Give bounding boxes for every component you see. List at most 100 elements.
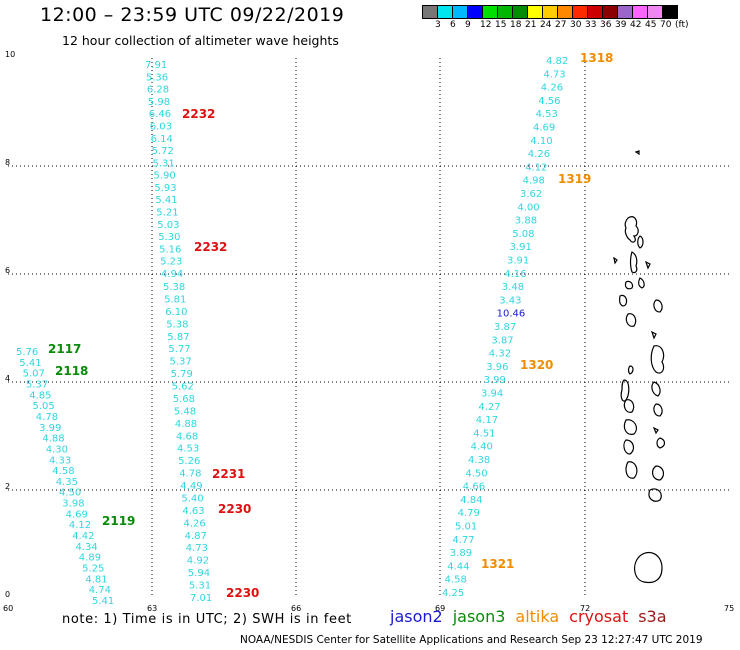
wave-height-value: 4.58 xyxy=(445,575,467,586)
page-subtitle: 12 hour collection of altimeter wave hei… xyxy=(62,33,339,48)
scale-label: 6 xyxy=(450,20,456,30)
wave-height-value: 3.43 xyxy=(499,295,521,306)
legend-entry-cryosat: cryosat xyxy=(569,607,629,626)
island-shape xyxy=(653,403,663,417)
wave-height-value: 4.73 xyxy=(543,69,565,80)
wave-height-value: 5.41 xyxy=(19,358,41,369)
wave-height-value: 4.53 xyxy=(536,109,558,120)
scale-label: (ft) xyxy=(675,20,689,30)
wave-height-value: 4.16 xyxy=(504,269,526,280)
lat-lon-grid xyxy=(8,58,729,598)
scale-label: 21 xyxy=(525,20,537,30)
wave-height-value: 4.27 xyxy=(478,402,500,413)
scale-label: 36 xyxy=(600,20,612,30)
pass-label: 2118 xyxy=(55,364,88,378)
wave-height-value: 10.46 xyxy=(497,309,526,320)
wave-height-value: 4.69 xyxy=(66,509,88,520)
altimeter-tracks: 7.915.366.285.986.466.036.145.725.315.90… xyxy=(16,56,568,607)
wave-height-value: 5.01 xyxy=(455,522,477,533)
legend-entry-jason2: jason2 xyxy=(390,607,443,626)
island-shape xyxy=(638,277,645,289)
wave-height-value: 4.78 xyxy=(179,469,201,480)
pass-label: 2231 xyxy=(212,467,245,481)
island-shape xyxy=(623,419,638,435)
wave-height-value: 5.31 xyxy=(189,581,211,592)
wave-height-value: 7.91 xyxy=(145,60,167,71)
wave-height-value: 6.10 xyxy=(165,307,187,318)
legend-entry-altika: altika xyxy=(515,607,560,626)
wave-height-value: 5.26 xyxy=(178,456,200,467)
wave-height-value: 4.30 xyxy=(46,444,68,455)
pass-label: 2232 xyxy=(194,240,227,254)
island-shape xyxy=(627,365,634,375)
pass-label: 1318 xyxy=(580,51,613,65)
wave-height-value: 4.89 xyxy=(79,553,101,564)
wave-height-value: 3.48 xyxy=(502,282,524,293)
wave-height-value: 5.72 xyxy=(152,146,174,157)
wave-height-value: 5.87 xyxy=(167,332,189,343)
island-shape xyxy=(623,439,635,455)
wave-height-value: 7.01 xyxy=(190,593,212,604)
wave-height-value: 4.88 xyxy=(175,419,197,430)
scale-swatch xyxy=(662,5,678,19)
wave-height-value: 4.53 xyxy=(177,444,199,455)
island-shape xyxy=(623,399,635,413)
wave-height-value: 4.44 xyxy=(447,561,469,572)
wave-height-value: 5.25 xyxy=(82,564,104,575)
y-tick-label: 0 xyxy=(5,590,10,599)
wave-height-value: 5.31 xyxy=(153,158,175,169)
pass-labels: 2232 2232 2231 2230 2230 2117 2118 2119 1318 1319… xyxy=(48,51,613,600)
credit-line: NOAA/NESDIS Center for Satellite Applica… xyxy=(240,634,703,646)
wave-height-value: 5.41 xyxy=(92,596,114,607)
scale-label: 9 xyxy=(465,20,471,30)
wave-height-value: 4.50 xyxy=(59,488,81,499)
wave-height-value: 6.28 xyxy=(147,85,169,96)
wave-height-value: 5.98 xyxy=(148,97,170,108)
wave-height-value: 4.17 xyxy=(476,415,498,426)
island-shape xyxy=(650,345,665,374)
x-tick-label: 75 xyxy=(724,604,734,613)
units-note: note: 1) Time is in UTC; 2) SWH is in fe… xyxy=(62,612,352,627)
wave-height-value: 5.90 xyxy=(154,171,176,182)
wave-height-value: 5.94 xyxy=(188,568,210,579)
island-shape xyxy=(650,330,657,340)
wave-height-value: 3.62 xyxy=(520,189,542,200)
wave-height-value: 4.73 xyxy=(186,543,208,554)
wave-height-value: 4.74 xyxy=(89,585,111,596)
wave-height-value: 3.99 xyxy=(484,375,506,386)
wave-height-value: 4.85 xyxy=(29,390,51,401)
wave-height-value: 4.88 xyxy=(42,434,64,445)
wave-height-value: 4.66 xyxy=(463,482,485,493)
wave-height-value: 5.77 xyxy=(168,344,190,355)
wave-height-value: 5.05 xyxy=(33,401,55,412)
island-shape xyxy=(637,235,644,249)
wave-height-value: 6.14 xyxy=(151,134,173,145)
scale-label: 39 xyxy=(615,20,627,30)
wave-height-value: 5.16 xyxy=(159,244,181,255)
wave-height-value: 5.40 xyxy=(181,494,203,505)
y-tick-label: 2 xyxy=(5,482,10,491)
scale-label: 27 xyxy=(555,20,567,30)
wave-height-value: 5.76 xyxy=(16,347,38,358)
wave-height-value: 4.82 xyxy=(546,56,568,67)
wave-height-value: 5.93 xyxy=(154,183,176,194)
wave-height-value: 5.07 xyxy=(23,369,45,380)
island-shape xyxy=(619,294,628,307)
wave-height-value: 3.91 xyxy=(510,242,532,253)
island-shape xyxy=(625,313,637,327)
wave-height-value: 3.96 xyxy=(486,362,508,373)
wave-height-value: 5.41 xyxy=(155,195,177,206)
scale-label: 15 xyxy=(495,20,507,30)
x-tick-label: 69 xyxy=(435,604,445,613)
wave-height-value: 4.63 xyxy=(182,506,204,517)
wave-height-value: 5.37 xyxy=(170,357,192,368)
y-tick-label: 10 xyxy=(5,50,15,59)
wave-height-value: 3.99 xyxy=(39,423,61,434)
wave-height-value: 3.89 xyxy=(450,548,472,559)
wave-height-value: 5.36 xyxy=(146,72,168,83)
wave-height-value: 4.92 xyxy=(187,556,209,567)
island-shape xyxy=(652,426,659,435)
pass-label: 1319 xyxy=(558,172,591,186)
island-shape xyxy=(651,381,661,397)
